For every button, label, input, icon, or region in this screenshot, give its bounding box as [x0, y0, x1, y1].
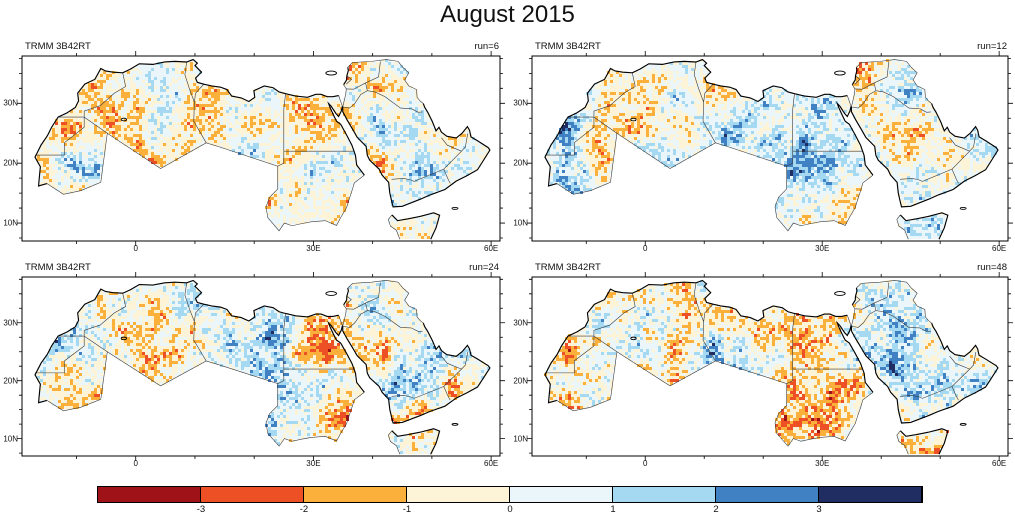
y-tick-label: 10N: [3, 218, 18, 228]
run-label: run=6: [474, 41, 499, 52]
colorbar-segment: [304, 487, 407, 502]
y-tick-label: 30N: [513, 318, 528, 328]
dataset-label: TRMM 3B42RT: [25, 41, 91, 52]
y-tick-label: 20N: [3, 158, 18, 168]
x-tick-label: 60E: [483, 459, 499, 468]
dataset-label: TRMM 3B42RT: [535, 262, 601, 273]
colorbar-segment: [98, 487, 201, 502]
dataset-label: TRMM 3B42RT: [25, 262, 91, 273]
panel-header: TRMM 3B42RT run=12: [532, 41, 1008, 52]
x-tick-label: 0: [643, 244, 648, 253]
run-label: run=24: [469, 262, 499, 273]
colorbar-segment: [510, 487, 613, 502]
figure-title: August 2015: [440, 1, 575, 28]
y-tick-label: 30N: [3, 318, 18, 328]
panel-header: TRMM 3B42RT run=24: [22, 262, 500, 273]
colorbar-segment: [407, 487, 510, 502]
map-canvas: [14, 48, 508, 249]
colorbar-segment: [613, 487, 716, 502]
map-canvas: [14, 269, 508, 464]
map-panel-run6: TRMM 3B42RT run=6: [14, 41, 508, 249]
colorbar-segment: [819, 487, 922, 502]
panel-header: TRMM 3B42RT run=48: [532, 262, 1008, 273]
x-tick-label: 30E: [306, 244, 321, 253]
panel-header: TRMM 3B42RT run=6: [22, 41, 500, 52]
run-label: run=12: [977, 41, 1007, 52]
colorbar-tick-label: 3: [816, 504, 822, 515]
colorbar-segment: [716, 487, 819, 502]
x-tick-label: 60E: [992, 459, 1007, 468]
y-tick-label: 10N: [513, 218, 528, 228]
dataset-label: TRMM 3B42RT: [535, 41, 601, 52]
colorbar-tick-label: 1: [610, 504, 616, 515]
map-panel-run24: TRMM 3B42RT run=24: [14, 262, 508, 464]
run-label: run=48: [977, 262, 1007, 273]
colorbar-tick-label: -3: [196, 504, 206, 515]
colorbar-tick-label: -1: [402, 504, 412, 515]
x-tick-label: 0: [133, 459, 138, 468]
map-panel-run12: TRMM 3B42RT run=12: [524, 41, 1015, 249]
y-tick-label: 20N: [513, 158, 528, 168]
x-tick-label: 0: [133, 244, 138, 253]
colorbar-tick-label: 2: [713, 504, 719, 515]
x-tick-label: 30E: [306, 459, 321, 468]
y-tick-label: 20N: [513, 376, 528, 386]
y-tick-label: 30N: [3, 98, 18, 108]
colorbar-segment: [201, 487, 304, 502]
x-tick-label: 30E: [815, 459, 830, 468]
map-canvas: [524, 48, 1015, 249]
map-panel-run48: TRMM 3B42RT run=48: [524, 262, 1015, 464]
colorbar-tick-label: 0: [507, 504, 513, 515]
map-canvas: [524, 269, 1015, 464]
y-tick-label: 10N: [513, 434, 528, 444]
colorbar-tick-label: -2: [299, 504, 309, 515]
x-tick-label: 0: [643, 459, 648, 468]
colorbar: -3 -2 -1 0 1 2 3: [97, 486, 923, 515]
x-tick-label: 60E: [992, 244, 1007, 253]
x-tick-label: 60E: [483, 244, 499, 253]
y-tick-label: 10N: [3, 434, 18, 444]
y-tick-label: 20N: [3, 376, 18, 386]
x-tick-label: 30E: [815, 244, 830, 253]
y-tick-label: 30N: [513, 98, 528, 108]
